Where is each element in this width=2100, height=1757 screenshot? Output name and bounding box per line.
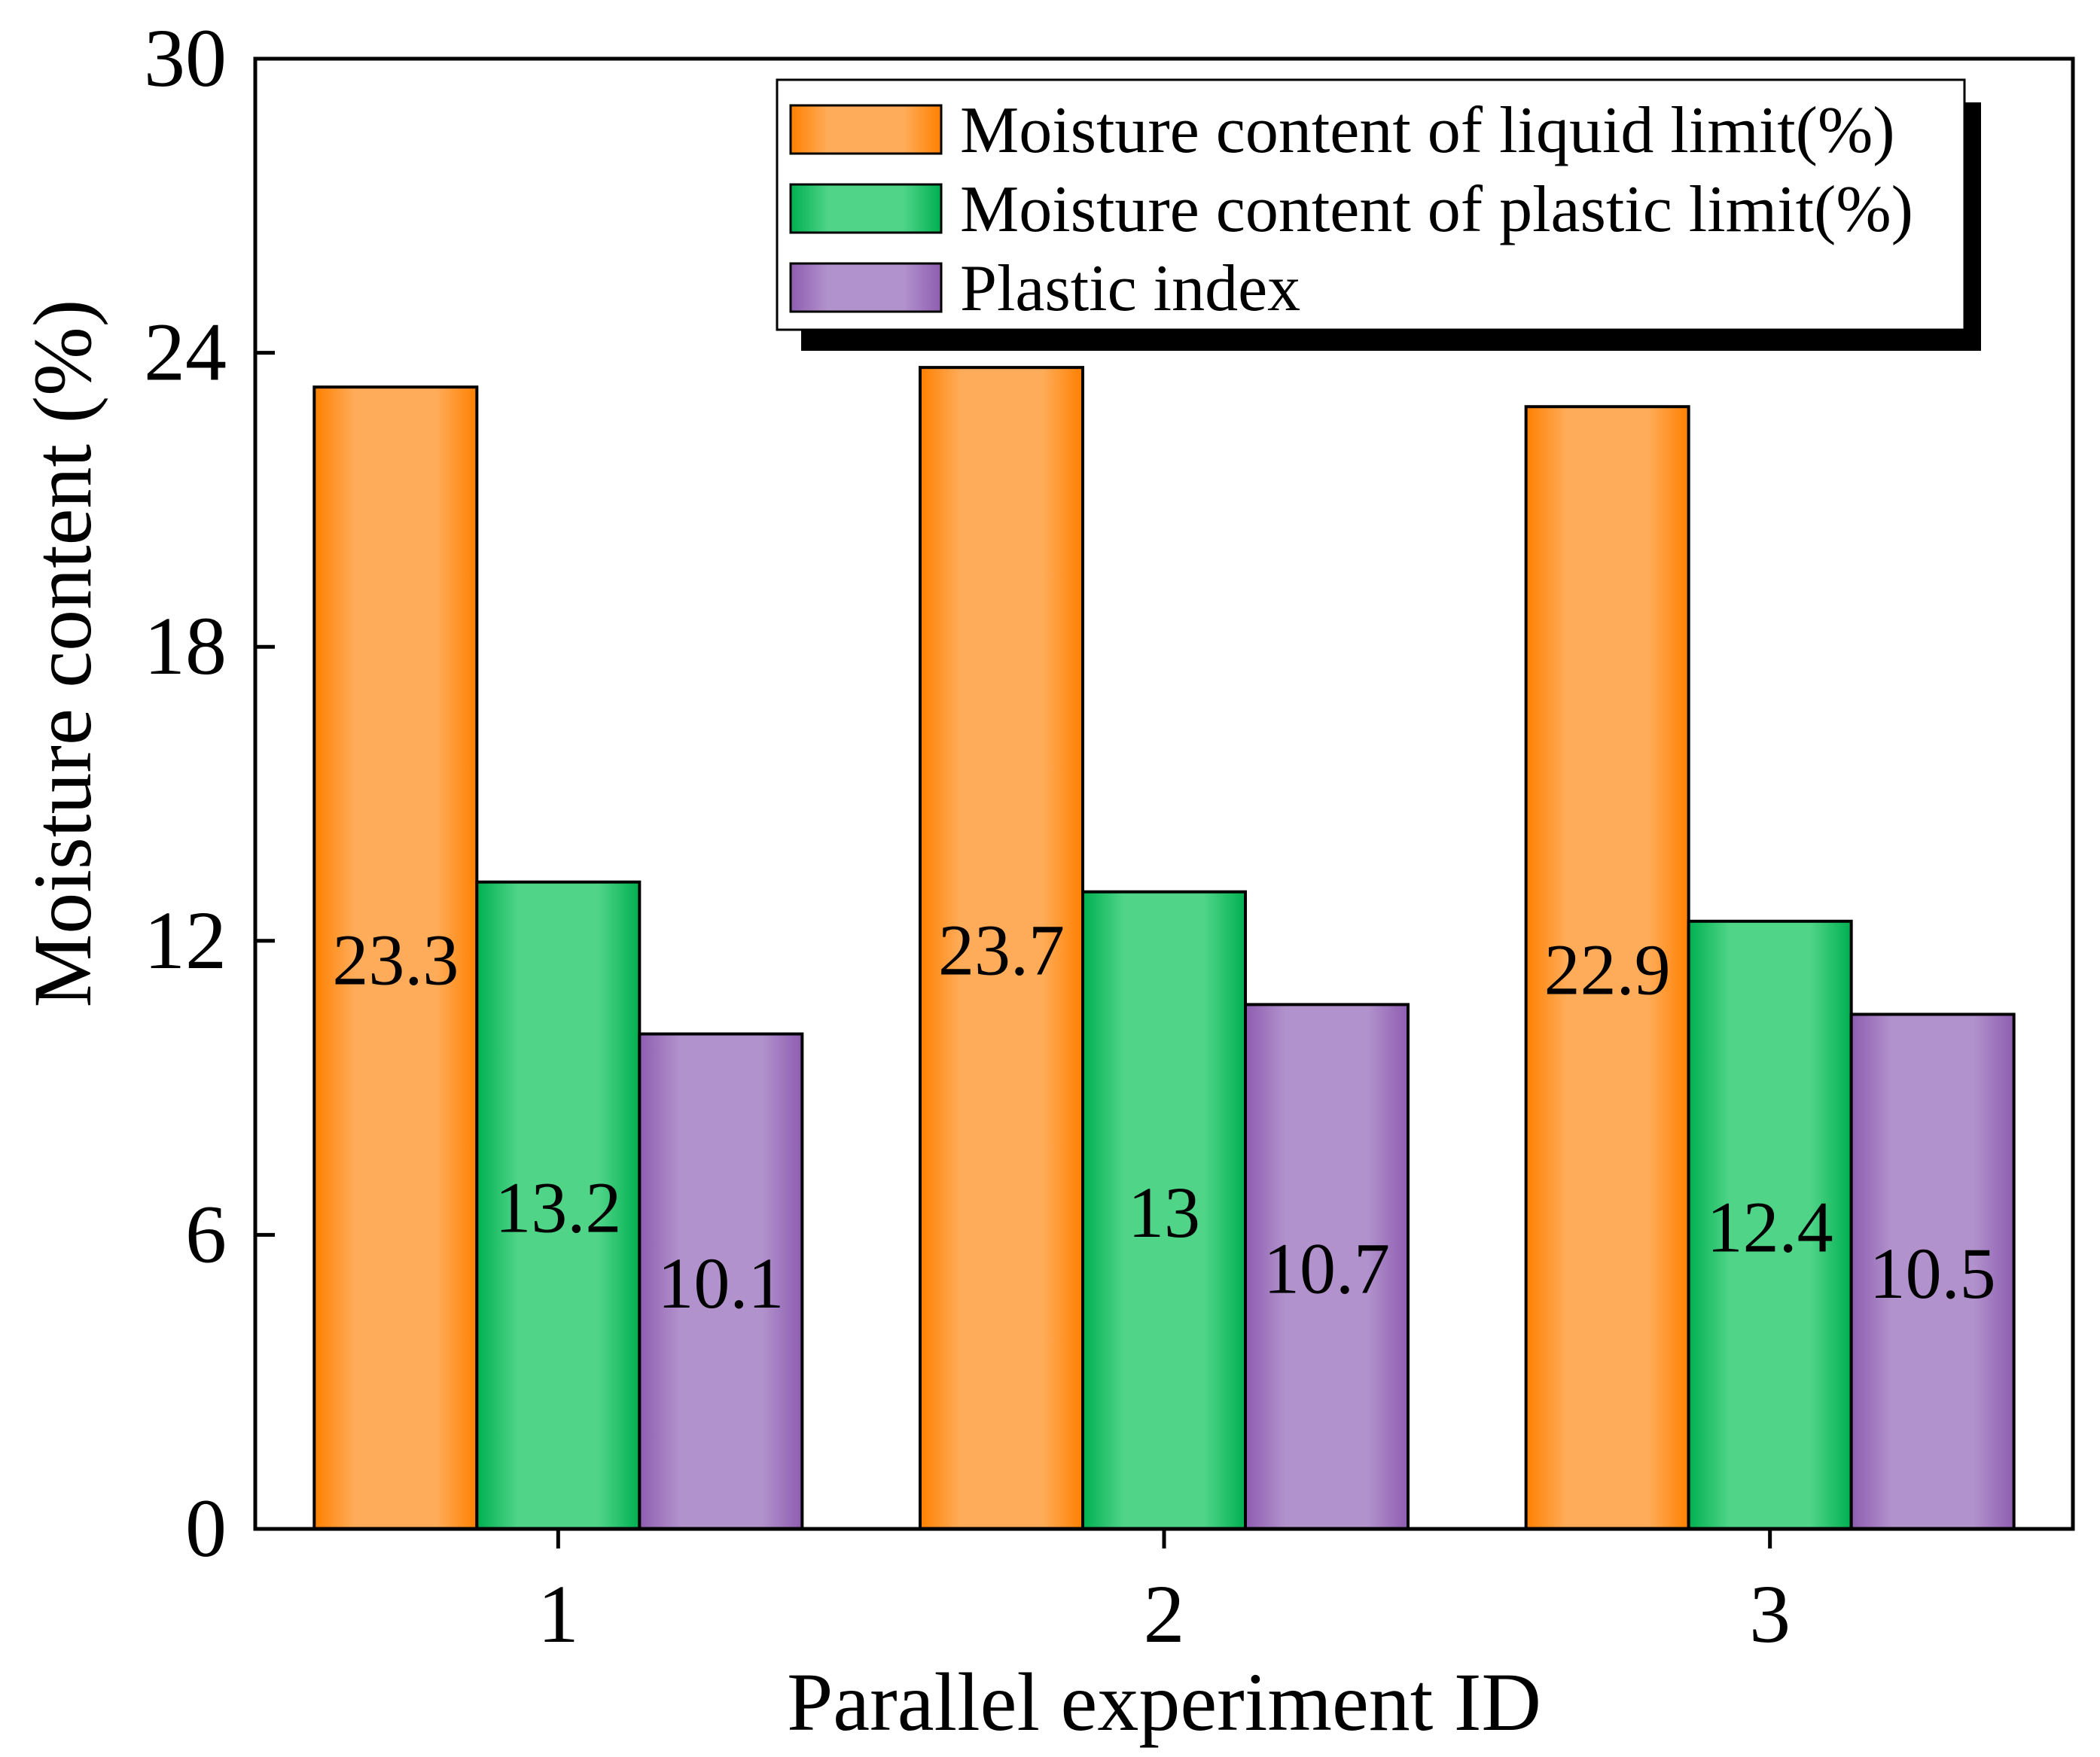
y-tick-label: 0 xyxy=(185,1482,227,1574)
bar-2-3[interactable] xyxy=(1687,919,1853,1530)
bar-2-1[interactable] xyxy=(475,880,642,1531)
legend-label: Plastic index xyxy=(960,252,1300,325)
y-tick-label: 30 xyxy=(144,12,227,104)
data-label: 22.9 xyxy=(1544,930,1671,1010)
plot-frame xyxy=(253,56,2075,1531)
data-label: 10.1 xyxy=(657,1243,784,1323)
x-axis-label: Parallel experiment ID xyxy=(787,1656,1541,1748)
y-tick-label: 18 xyxy=(144,600,227,692)
bar-3-3[interactable] xyxy=(1849,1012,2016,1530)
legend-swatch xyxy=(789,104,943,155)
y-tick-label: 6 xyxy=(185,1188,227,1280)
data-label: 13 xyxy=(1128,1172,1200,1253)
legend-swatch xyxy=(789,183,943,234)
data-label: 23.3 xyxy=(332,920,459,1000)
bar-1-3[interactable] xyxy=(1524,405,1690,1531)
data-label: 23.7 xyxy=(938,910,1065,991)
y-tick-label: 12 xyxy=(144,894,227,986)
y-axis-label: Moisture content (%) xyxy=(17,300,108,1008)
bar-2-2[interactable] xyxy=(1081,890,1247,1530)
data-label: 10.7 xyxy=(1263,1229,1390,1309)
legend-box xyxy=(776,78,1966,331)
data-label: 10.5 xyxy=(1870,1233,1996,1314)
legend-label: Moisture content of plastic limit(%) xyxy=(960,173,1913,246)
bar-3-1[interactable] xyxy=(638,1032,804,1530)
bar-1-2[interactable] xyxy=(919,366,1084,1530)
bar-1-1[interactable] xyxy=(312,385,479,1530)
legend[interactable]: Moisture content of liquid limit(%)Moist… xyxy=(776,78,1981,351)
data-label: 12.4 xyxy=(1707,1186,1833,1267)
data-label: 13.2 xyxy=(495,1167,621,1247)
x-tick-label: 1 xyxy=(538,1568,579,1660)
legend-swatch xyxy=(789,262,943,313)
legend-label: Moisture content of liquid limit(%) xyxy=(960,94,1895,167)
bar-3-2[interactable] xyxy=(1244,1003,1410,1531)
bars xyxy=(312,366,2016,1531)
y-tick-label: 24 xyxy=(144,306,227,398)
x-tick-label: 3 xyxy=(1749,1568,1791,1660)
x-tick-label: 2 xyxy=(1144,1568,1185,1660)
data-labels: 23.3 13.2 10.1 23.7 13 10.7 22.9 12.4 10.5 xyxy=(332,910,1995,1324)
